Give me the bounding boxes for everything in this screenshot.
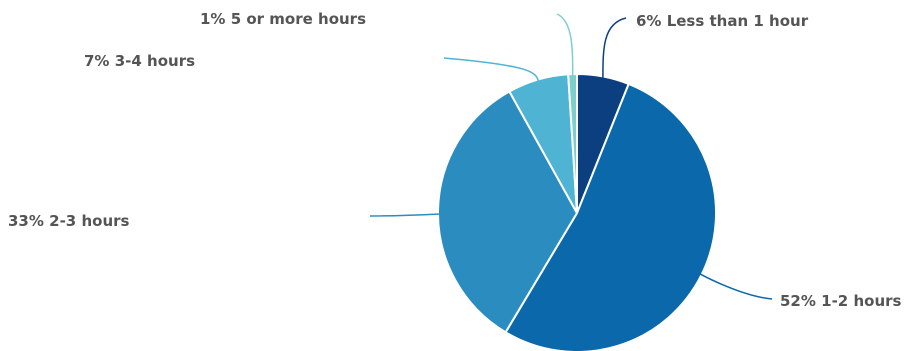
- label-5-or-more-hours: 1% 5 or more hours: [200, 10, 366, 28]
- label-3-4-hours: 7% 3-4 hours: [84, 52, 195, 70]
- pie-slices: [437, 72, 718, 351]
- leader-line-2-3-hours: [369, 210, 441, 217]
- leader-line-less-than-1-hour: [602, 17, 627, 79]
- leader-line-3-4-hours: [443, 57, 540, 82]
- label-2-3-hours: 33% 2-3 hours: [8, 212, 130, 230]
- leader-lines: [369, 13, 773, 300]
- label-1-2-hours: 52% 1-2 hours: [780, 292, 902, 310]
- leader-line-5-or-more-hours: [556, 13, 574, 77]
- label-less-than-1-hour: 6% Less than 1 hour: [636, 12, 809, 30]
- leader-line-1-2-hours: [699, 273, 773, 300]
